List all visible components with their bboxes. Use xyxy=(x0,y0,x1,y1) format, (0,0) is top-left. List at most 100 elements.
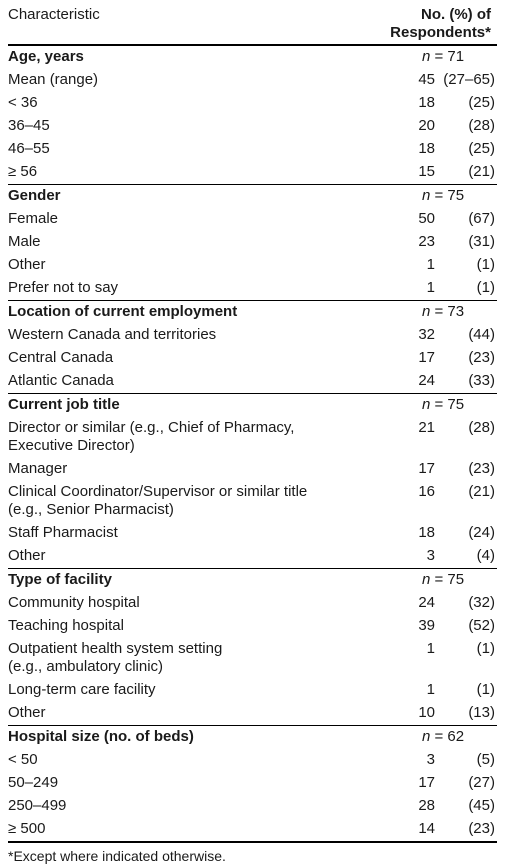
row-count: 17 xyxy=(418,460,435,477)
table-section: Hospital size (no. of beds) n = 62 < 50 3 (5… xyxy=(8,726,497,843)
table-row: Central Canada 17 (23) xyxy=(8,347,497,370)
row-percent: (13) xyxy=(468,704,495,721)
table-row: Western Canada and territories 32 (44) xyxy=(8,324,497,347)
row-label-line: 36–45 xyxy=(8,117,50,134)
respondents-header-line1: No. (%) of xyxy=(421,6,491,23)
row-percent: (32) xyxy=(468,594,495,611)
table-row: < 50 3 (5) xyxy=(8,749,497,772)
row-count: 10 xyxy=(418,704,435,721)
row-percent: (52) xyxy=(468,617,495,634)
section-header-row: Location of current employment n = 73 xyxy=(8,301,497,324)
row-label: 50–249 xyxy=(8,774,391,792)
table-row: Male 23 (31) xyxy=(8,231,497,254)
table-row: Other 1 (1) xyxy=(8,254,497,277)
row-label-line: Other xyxy=(8,256,46,273)
row-label-line: Executive Director) xyxy=(8,437,135,454)
row-label-line: ≥ 56 xyxy=(8,163,38,180)
row-count: 21 xyxy=(418,419,435,436)
row-label: Community hospital xyxy=(8,594,391,612)
section-sample-size: n = 75 xyxy=(385,187,497,205)
sample-size-value: = 62 xyxy=(430,728,465,745)
row-percent: (25) xyxy=(468,94,495,111)
row-label: Other xyxy=(8,256,391,274)
row-count: 1 xyxy=(426,279,435,296)
row-label: Central Canada xyxy=(8,349,391,367)
section-title: Hospital size (no. of beds) xyxy=(8,728,194,745)
table-row: Other 10 (13) xyxy=(8,702,497,725)
row-percent: (1) xyxy=(476,640,495,657)
row-count: 1 xyxy=(426,256,435,273)
row-percent: (21) xyxy=(468,163,495,180)
row-count: 17 xyxy=(418,349,435,366)
table-section: Age, years n = 71 Mean (range) 45 (27–65) < 3… xyxy=(8,46,497,185)
row-count: 39 xyxy=(418,617,435,634)
row-percent: (1) xyxy=(476,279,495,296)
table-row: 46–55 18 (25) xyxy=(8,138,497,161)
table-row: < 36 18 (25) xyxy=(8,92,497,115)
section-header-row: Hospital size (no. of beds) n = 62 xyxy=(8,726,497,749)
row-label-line: Atlantic Canada xyxy=(8,372,114,389)
table-row: Long-term care facility 1 (1) xyxy=(8,679,497,702)
footnote: *Except where indicated otherwise. xyxy=(8,848,226,864)
table-row: Prefer not to say 1 (1) xyxy=(8,277,497,300)
table-row: Atlantic Canada 24 (33) xyxy=(8,370,497,393)
row-label: Male xyxy=(8,233,391,251)
row-label-line: Mean (range) xyxy=(8,71,99,88)
row-percent: (28) xyxy=(468,117,495,134)
row-label: Western Canada and territories xyxy=(8,326,391,344)
row-count: 23 xyxy=(418,233,435,250)
section-sample-size: n = 75 xyxy=(385,396,497,414)
row-label: 46–55 xyxy=(8,140,391,158)
section-header-row: Type of facility n = 75 xyxy=(8,569,497,592)
row-count: 32 xyxy=(418,326,435,343)
row-percent: (45) xyxy=(468,797,495,814)
table-header: Characteristic No. (%) of Respondents* xyxy=(8,6,497,46)
row-label: Director or similar (e.g., Chief of Phar… xyxy=(8,419,391,455)
section-title: Type of facility xyxy=(8,571,112,588)
section-title: Age, years xyxy=(8,48,84,65)
sample-size-symbol: n xyxy=(421,187,431,204)
section-header-row: Current job title n = 75 xyxy=(8,394,497,417)
row-count: 1 xyxy=(426,640,435,657)
table-row: Staff Pharmacist 18 (24) xyxy=(8,522,497,545)
row-label: 36–45 xyxy=(8,117,391,135)
table-row: 50–249 17 (27) xyxy=(8,772,497,795)
row-count: 17 xyxy=(418,774,435,791)
row-label-line: Clinical Coordinator/Supervisor or simil… xyxy=(8,483,308,500)
table-section: Location of current employment n = 73 West… xyxy=(8,301,497,394)
row-label: Teaching hospital xyxy=(8,617,391,635)
table-row: Teaching hospital 39 (52) xyxy=(8,615,497,638)
table-section: Type of facility n = 75 Community hospital… xyxy=(8,569,497,726)
row-label: Clinical Coordinator/Supervisor or simil… xyxy=(8,483,391,519)
row-count: 1 xyxy=(426,681,435,698)
section-sample-size: n = 71 xyxy=(385,48,497,66)
row-label: 250–499 xyxy=(8,797,391,815)
section-title: Location of current employment xyxy=(8,303,238,320)
row-count: 50 xyxy=(418,210,435,227)
sample-size-symbol: n xyxy=(421,48,431,65)
row-label: < 36 xyxy=(8,94,391,112)
row-label: Other xyxy=(8,547,391,565)
table-section: Gender n = 75 Female 50 (67) Male 23 (31) Other 1… xyxy=(8,185,497,301)
row-percent: (21) xyxy=(468,483,495,500)
row-label: ≥ 500 xyxy=(8,820,391,838)
row-count: 45 xyxy=(418,71,435,88)
row-percent: (5) xyxy=(476,751,495,768)
row-label-line: 250–499 xyxy=(8,797,67,814)
table-row: Director or similar (e.g., Chief of Phar… xyxy=(8,417,497,458)
row-label: Atlantic Canada xyxy=(8,372,391,390)
table-section: Current job title n = 75 Director or simil… xyxy=(8,394,497,569)
row-label: Female xyxy=(8,210,391,228)
sample-size-value: = 73 xyxy=(430,303,465,320)
row-label-line: Community hospital xyxy=(8,594,140,611)
row-count: 20 xyxy=(418,117,435,134)
row-label-line: Central Canada xyxy=(8,349,114,366)
row-percent: (31) xyxy=(468,233,495,250)
row-label-line: Long-term care facility xyxy=(8,681,156,698)
row-label-line: 46–55 xyxy=(8,140,50,157)
sample-size-symbol: n xyxy=(421,303,431,320)
row-count: 18 xyxy=(418,524,435,541)
row-label: Staff Pharmacist xyxy=(8,524,391,542)
row-count: 14 xyxy=(418,820,435,837)
